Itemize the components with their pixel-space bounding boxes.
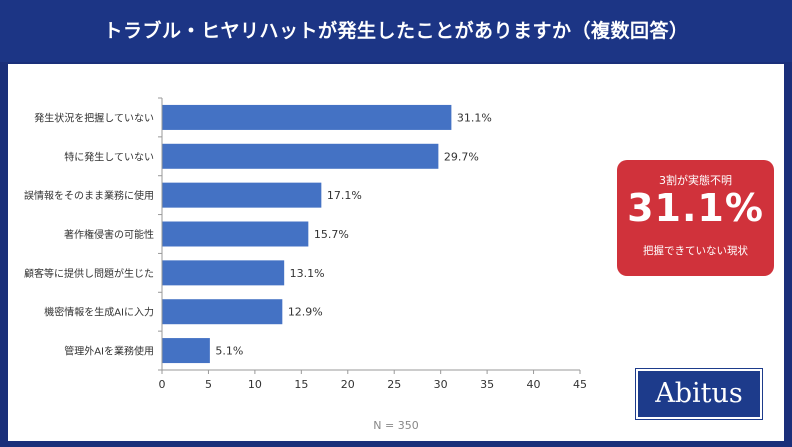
bar-chart: 0 5 10 15 20 25 30 35 40 45 発生状況を把握していない 31.1% 特に発生し… xyxy=(24,97,587,391)
sample-size-note: N = 350 xyxy=(373,419,419,432)
bar xyxy=(162,260,285,286)
category-label: 特に発生していない xyxy=(64,150,154,163)
bar xyxy=(162,182,322,208)
data-label: 13.1% xyxy=(290,267,325,280)
x-tick-label: 35 xyxy=(480,378,494,391)
callout-value: 31.1% xyxy=(627,186,764,230)
data-label: 5.1% xyxy=(215,345,243,358)
x-tick-label: 10 xyxy=(248,378,262,391)
x-tick-label: 45 xyxy=(573,378,587,391)
x-tick-label: 30 xyxy=(434,378,448,391)
x-tick-label: 5 xyxy=(205,378,212,391)
category-label: 著作権侵害の可能性 xyxy=(64,228,154,241)
x-tick-label: 25 xyxy=(387,378,401,391)
highlight-callout: 3割が実態不明 31.1% 把握できていない現状 xyxy=(617,160,774,276)
data-label: 17.1% xyxy=(327,189,362,202)
x-tick-label: 0 xyxy=(159,378,166,391)
x-tick-label: 15 xyxy=(294,378,308,391)
bar xyxy=(162,221,309,247)
category-label: 誤情報をそのまま業務に使用 xyxy=(24,189,154,202)
data-label: 12.9% xyxy=(288,306,323,319)
data-label: 31.1% xyxy=(457,111,492,124)
x-tick-label: 20 xyxy=(341,378,355,391)
bar xyxy=(162,143,439,169)
x-tick-label: 40 xyxy=(527,378,541,391)
callout-subcaption: 把握できていない現状 xyxy=(643,245,748,257)
content-panel: 0 5 10 15 20 25 30 35 40 45 発生状況を把握していない 31.1% 特に発生し… xyxy=(8,64,784,441)
data-label: 29.7% xyxy=(444,150,479,163)
category-label: 機密情報を生成AIに入力 xyxy=(44,306,154,319)
callout-caption: 3割が実態不明 xyxy=(659,174,732,187)
bar xyxy=(162,338,210,364)
category-label: 顧客等に提供し問題が生じた xyxy=(24,267,154,280)
category-label: 管理外AIを業務使用 xyxy=(64,345,154,358)
bar xyxy=(162,299,283,325)
header-banner: トラブル・ヒヤリハットが発生したことがありますか（複数回答） xyxy=(0,0,792,62)
data-label: 15.7% xyxy=(314,228,349,241)
logo-text: Abitus xyxy=(655,378,743,409)
page-title: トラブル・ヒヤリハットが発生したことがありますか（複数回答） xyxy=(103,20,689,42)
category-label: 発生状況を把握していない xyxy=(34,111,154,124)
bar xyxy=(162,104,452,130)
brand-logo: Abitus xyxy=(635,368,763,420)
